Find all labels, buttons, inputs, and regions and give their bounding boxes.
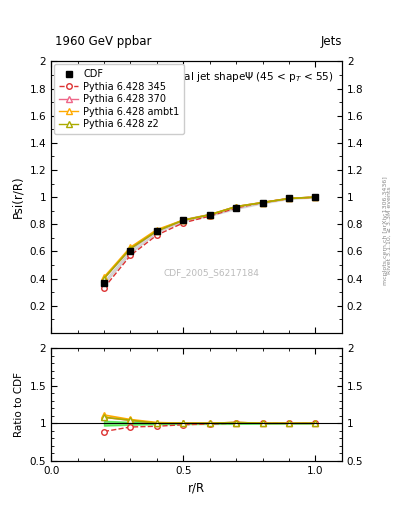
Legend: CDF, Pythia 6.428 345, Pythia 6.428 370, Pythia 6.428 ambt1, Pythia 6.428 z2: CDF, Pythia 6.428 345, Pythia 6.428 370,… <box>54 65 184 134</box>
Y-axis label: Ratio to CDF: Ratio to CDF <box>14 372 24 437</box>
Text: Integral jet shapeΨ (45 < p$_T$ < 55): Integral jet shapeΨ (45 < p$_T$ < 55) <box>153 70 333 83</box>
Text: mcplots.cern.ch [arXiv:1306.3436]: mcplots.cern.ch [arXiv:1306.3436] <box>383 176 388 285</box>
X-axis label: r/R: r/R <box>188 481 205 494</box>
Y-axis label: Psi(r/R): Psi(r/R) <box>11 176 24 219</box>
Text: CDF_2005_S6217184: CDF_2005_S6217184 <box>163 269 259 278</box>
Text: Jets: Jets <box>320 35 342 48</box>
Text: Rivet 3.1.10, ≥ 3.3M events: Rivet 3.1.10, ≥ 3.3M events <box>387 186 392 274</box>
Text: 1960 GeV ppbar: 1960 GeV ppbar <box>55 35 152 48</box>
